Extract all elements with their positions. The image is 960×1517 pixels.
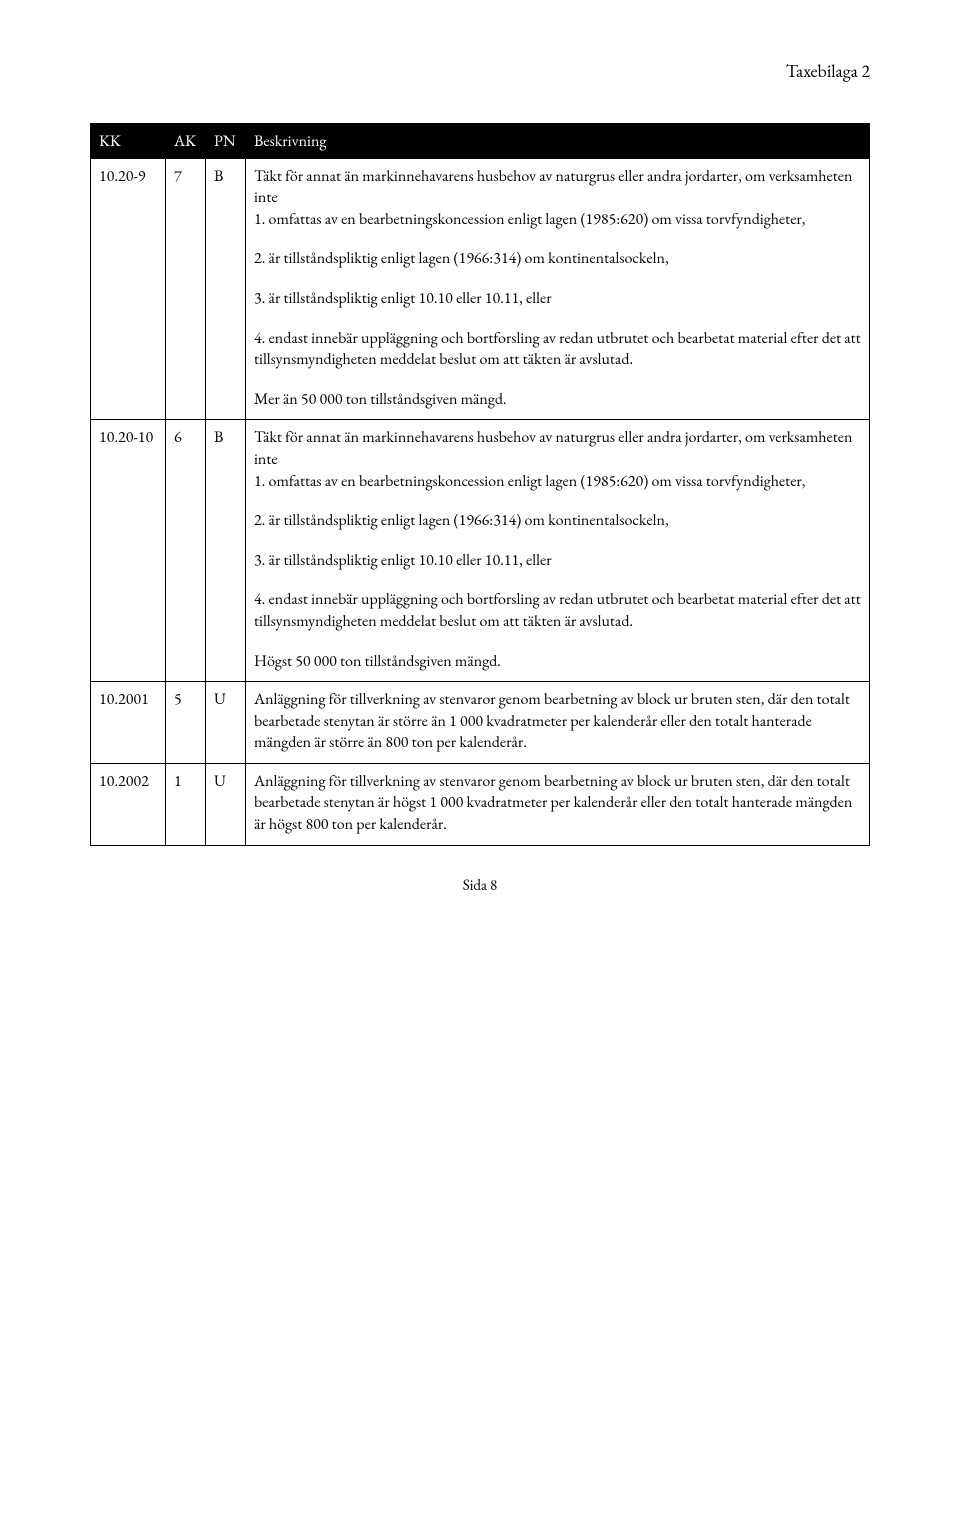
cell-kk: 10.2002 [91,763,166,845]
cell-ak: 5 [166,682,206,764]
desc-para: Högst 50 000 ton tillståndsgiven mängd. [254,650,861,672]
desc-para: 2. är tillståndspliktig enligt lagen (19… [254,247,861,269]
desc-para: 4. endast innebär uppläggning och bortfo… [254,327,861,370]
table-row: 10.20-10 6 B Täkt för annat än markinneh… [91,420,870,682]
desc-para: 2. är tillståndspliktig enligt lagen (19… [254,509,861,531]
desc-para: Täkt för annat än markinnehavarens husbe… [254,165,861,230]
table-row: 10.20-9 7 B Täkt för annat än markinneha… [91,158,870,420]
cell-beskrivning: Täkt för annat än markinnehavarens husbe… [246,420,870,682]
cell-ak: 1 [166,763,206,845]
desc-para: Mer än 50 000 ton tillståndsgiven mängd. [254,388,861,410]
document-header: Taxebilaga 2 [90,60,870,83]
cell-pn: B [206,158,246,420]
table-row: 10.2002 1 U Anläggning för tillverkning … [91,763,870,845]
desc-para: 3. är tillståndspliktig enligt 10.10 ell… [254,549,861,571]
cell-beskrivning: Anläggning för tillverkning av stenvaror… [246,763,870,845]
col-ak: AK [166,124,206,159]
page: Taxebilaga 2 KK AK PN Beskrivning 10.20-… [0,0,960,935]
col-kk: KK [91,124,166,159]
col-pn: PN [206,124,246,159]
table-row: 10.2001 5 U Anläggning för tillverkning … [91,682,870,764]
desc-para: 3. är tillståndspliktig enligt 10.10 ell… [254,287,861,309]
cell-pn: U [206,682,246,764]
desc-para: Anläggning för tillverkning av stenvaror… [254,688,861,753]
cell-beskrivning: Anläggning för tillverkning av stenvaror… [246,682,870,764]
col-beskrivning: Beskrivning [246,124,870,159]
cell-beskrivning: Täkt för annat än markinnehavarens husbe… [246,158,870,420]
cell-kk: 10.2001 [91,682,166,764]
cell-pn: B [206,420,246,682]
desc-para: 4. endast innebär uppläggning och bortfo… [254,588,861,631]
cell-kk: 10.20-10 [91,420,166,682]
cell-pn: U [206,763,246,845]
desc-para: Täkt för annat än markinnehavarens husbe… [254,426,861,491]
desc-para: Anläggning för tillverkning av stenvaror… [254,770,861,835]
cell-kk: 10.20-9 [91,158,166,420]
page-footer: Sida 8 [90,876,870,895]
cell-ak: 6 [166,420,206,682]
table-header-row: KK AK PN Beskrivning [91,124,870,159]
cell-ak: 7 [166,158,206,420]
data-table: KK AK PN Beskrivning 10.20-9 7 B Täkt fö… [90,123,870,846]
